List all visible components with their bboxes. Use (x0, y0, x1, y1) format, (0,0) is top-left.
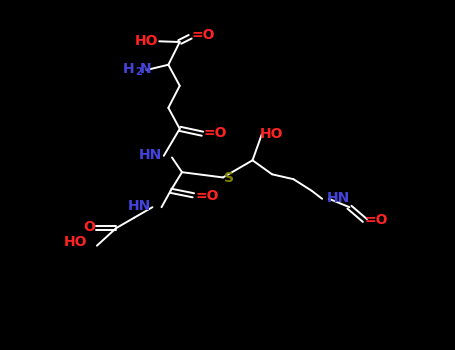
Text: =O: =O (365, 214, 389, 228)
Text: HO: HO (64, 235, 87, 249)
Text: 2: 2 (136, 68, 142, 77)
Text: H: H (122, 62, 134, 76)
Text: =O: =O (191, 28, 215, 42)
Text: =O: =O (196, 189, 219, 203)
Text: N: N (140, 62, 152, 76)
Text: HO: HO (135, 34, 158, 48)
Text: HN: HN (128, 199, 151, 213)
Text: =O: =O (204, 126, 228, 140)
Text: HN: HN (139, 148, 162, 162)
Text: S: S (224, 171, 234, 185)
Text: O: O (83, 220, 95, 234)
Text: HO: HO (259, 127, 283, 141)
Text: HN: HN (327, 191, 350, 205)
